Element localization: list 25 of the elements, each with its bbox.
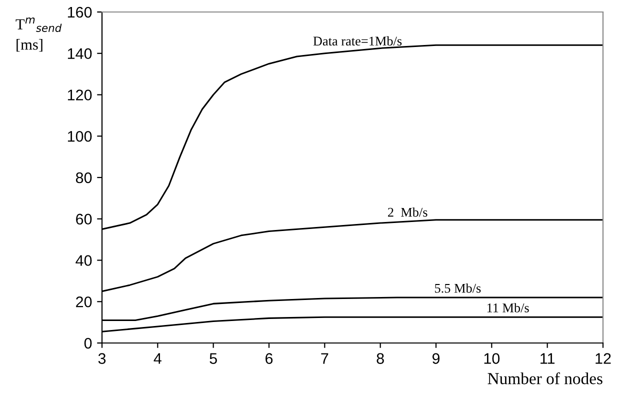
x-tick-label: 8 (376, 353, 384, 364)
x-tick-label: 11 (540, 353, 555, 364)
y-tick-label: 80 (76, 172, 92, 184)
x-tick-label: 4 (154, 353, 162, 364)
series-label: 5.5 Mb/s (435, 283, 481, 293)
x-tick-label: 9 (432, 353, 440, 364)
y-tick-label: 0 (84, 338, 92, 349)
y-tick-label: 140 (68, 48, 92, 60)
x-tick-label: 10 (484, 353, 500, 364)
series-label: Data rate=1Mb/s (313, 36, 402, 46)
series-label: 11 Mb/s (487, 303, 529, 312)
x-tick-label: 6 (266, 353, 273, 364)
y-tick-label: 100 (68, 130, 92, 142)
x-tick-label: 7 (321, 353, 328, 364)
x-tick-label: 12 (596, 353, 611, 364)
y-axis-title: T$^{m}$$_{send}$ [ms] (16, 17, 62, 52)
y-tick-label: 20 (76, 296, 92, 308)
y-tick-label: 40 (76, 255, 92, 266)
x-tick-label: 3 (98, 353, 106, 364)
y-tick-label: 160 (68, 6, 92, 18)
y-tick-label: 60 (76, 214, 92, 225)
y-tick-label: 120 (68, 90, 92, 100)
x-axis-title: Number of nodes (488, 372, 602, 384)
series-label: 2 Mb/s (388, 207, 428, 217)
x-tick-label: 5 (210, 353, 217, 364)
